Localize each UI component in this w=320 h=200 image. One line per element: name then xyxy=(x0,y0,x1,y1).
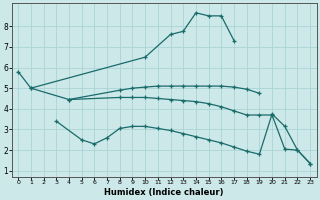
X-axis label: Humidex (Indice chaleur): Humidex (Indice chaleur) xyxy=(104,188,224,197)
